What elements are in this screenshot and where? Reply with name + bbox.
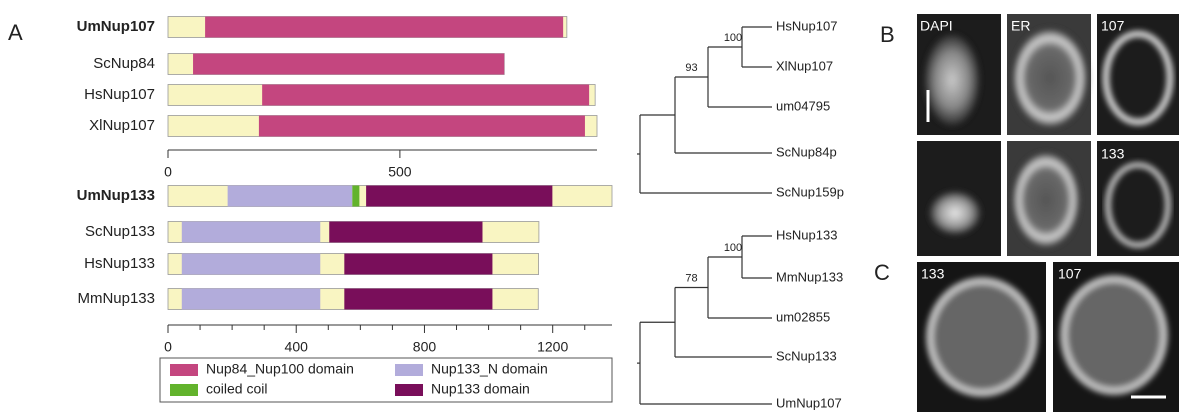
tick-label: 0: [164, 339, 172, 355]
image-label: 107: [1101, 18, 1125, 34]
tick-label: 500: [388, 164, 412, 180]
leaf-label: HsNup133: [776, 227, 837, 242]
domain: [344, 289, 492, 310]
tick-label: 400: [285, 339, 309, 355]
leaf-label: um04795: [776, 98, 830, 113]
domain: [344, 254, 492, 275]
domain: [205, 17, 563, 38]
domain: [366, 186, 552, 207]
leaf-label: ScNup159p: [776, 184, 844, 199]
panel-label: C: [874, 260, 890, 285]
leaf-label: UmNup107: [776, 395, 842, 410]
image-label: 107: [1058, 266, 1082, 282]
legend-label: coiled coil: [206, 381, 267, 397]
bootstrap: 100: [724, 32, 742, 44]
protein-name: MmNup133: [77, 290, 155, 307]
bootstrap: 78: [685, 272, 697, 284]
domain: [262, 85, 589, 106]
protein-name: ScNup133: [85, 223, 155, 240]
legend-swatch: [395, 364, 423, 376]
legend-swatch: [170, 384, 198, 396]
protein-name: UmNup107: [77, 18, 155, 35]
image-label: DAPI: [920, 18, 953, 34]
domain: [228, 186, 353, 207]
leaf-label: ScNup133: [776, 348, 837, 363]
domain: [182, 254, 320, 275]
legend-label: Nup133 domain: [431, 381, 530, 397]
domain: [329, 222, 482, 243]
micrographs: [917, 14, 1179, 412]
domain: [193, 54, 504, 75]
leaf-label: MmNup133: [776, 269, 843, 284]
domain: [352, 186, 359, 207]
protein-name: XlNup107: [89, 117, 155, 134]
image-label: 133: [921, 266, 945, 282]
panel-label: B: [880, 22, 895, 47]
domain: [182, 289, 320, 310]
bootstrap: 100: [724, 242, 742, 254]
leaf-label: XlNup107: [776, 58, 833, 73]
leaf-label: ScNup84p: [776, 144, 837, 159]
legend-swatch: [395, 384, 423, 396]
legend-swatch: [170, 364, 198, 376]
panel-label: A: [8, 20, 23, 45]
image-label: 133: [1101, 146, 1125, 162]
tick-label: 1200: [537, 339, 568, 355]
figure: A B C DAPI ER 107 133 133 107 UmNup107 Sc…: [0, 0, 1179, 412]
image-label: ER: [1011, 18, 1030, 34]
protein-name: UmNup133: [77, 187, 155, 204]
tick-label: 800: [413, 339, 437, 355]
protein-name: ScNup84: [93, 55, 155, 72]
protein-name: HsNup133: [84, 255, 155, 272]
domain: [182, 222, 320, 243]
leaf-label: HsNup107: [776, 18, 837, 33]
tick-label: 0: [164, 164, 172, 180]
legend-label: Nup133_N domain: [431, 361, 548, 377]
leaf-label: um02855: [776, 309, 830, 324]
domain: [259, 116, 585, 137]
protein-name: HsNup107: [84, 86, 155, 103]
bootstrap: 93: [685, 62, 697, 74]
legend-label: Nup84_Nup100 domain: [206, 361, 354, 377]
